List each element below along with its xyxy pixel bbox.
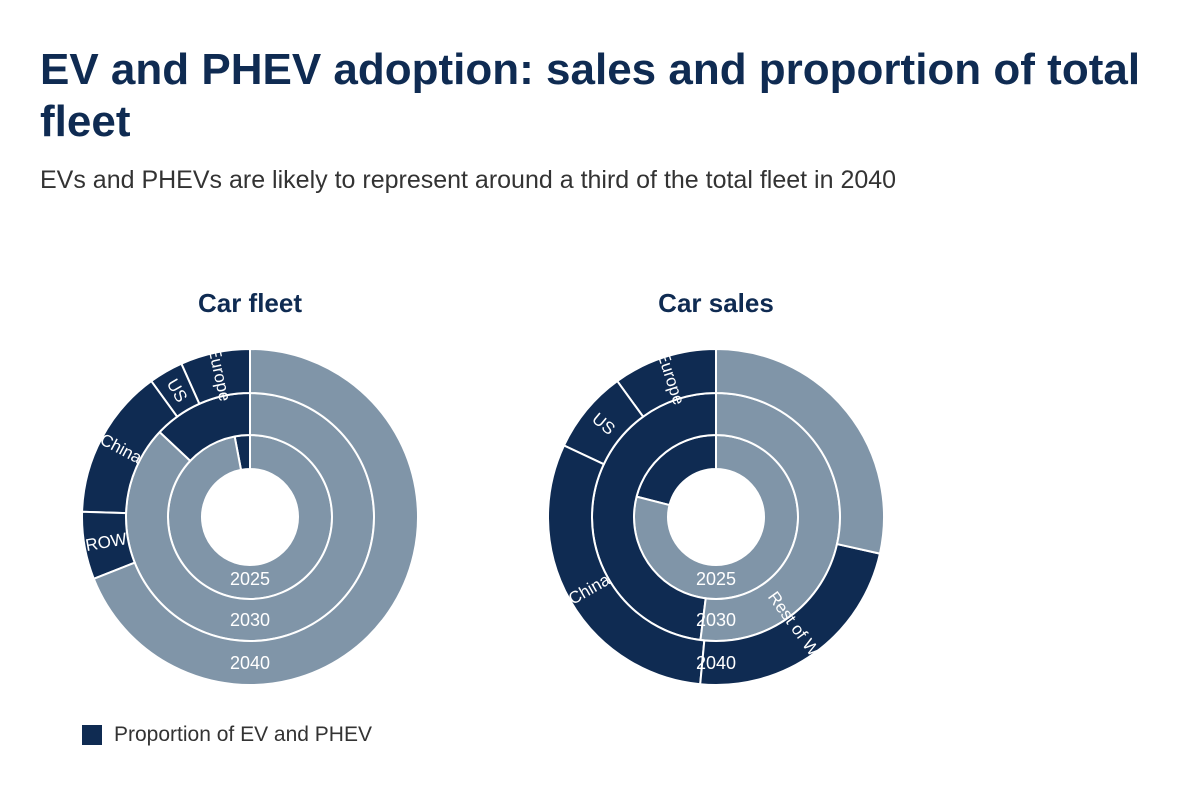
ring-year-label: 2030: [696, 610, 736, 630]
legend: Proportion of EV and PHEV: [82, 723, 372, 747]
ring-2040-segment-other: [92, 347, 419, 686]
ring-year-label: 2025: [230, 569, 270, 589]
page-title: EV and PHEV adoption: sales and proporti…: [40, 45, 1141, 146]
ring-year-label: 2025: [696, 569, 736, 589]
ring-year-label: 2030: [230, 610, 270, 630]
ring-2040-segment-other: [715, 347, 885, 555]
legend-label: Proportion of EV and PHEV: [114, 723, 372, 746]
ring-year-label: 2040: [696, 653, 736, 673]
chart-title: Car fleet: [198, 288, 302, 318]
ring-year-label: 2040: [230, 653, 270, 673]
legend-swatch: [82, 725, 102, 745]
chart-title: Car sales: [658, 288, 774, 318]
page-subtitle: EVs and PHEVs are likely to represent ar…: [40, 166, 897, 194]
